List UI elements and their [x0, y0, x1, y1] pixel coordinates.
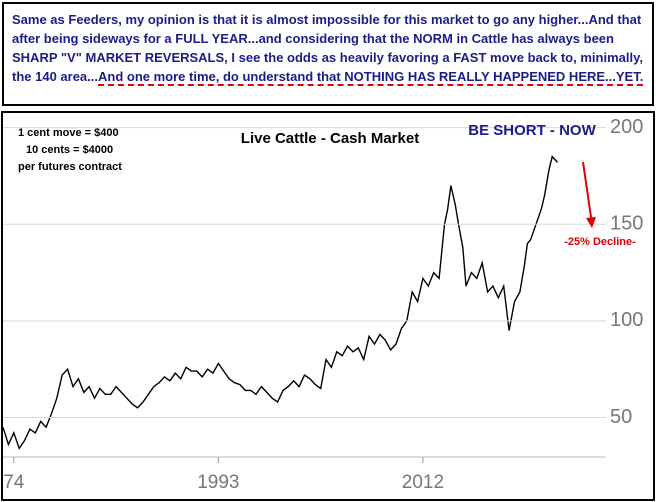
commentary: Same as Feeders, my opinion is that it i…: [2, 2, 654, 106]
note: 10 cents = $4000: [26, 144, 113, 156]
commentary-emphasis: And one more time, do understand that NO…: [98, 69, 644, 84]
x-tick-label: 74: [3, 472, 25, 493]
note: per futures contract: [18, 161, 122, 173]
call-label: BE SHORT - NOW: [468, 122, 596, 139]
arrow: [582, 161, 593, 225]
commentary-text: Same as Feeders, my opinion is that it i…: [12, 12, 643, 84]
arrow-head: [586, 217, 596, 228]
y-tick-label: 200: [610, 116, 643, 138]
x-tick-label: 2012: [402, 472, 444, 493]
chart-frame: [1, 111, 655, 501]
y-tick-label: 100: [610, 309, 643, 331]
decline-label: -25% Decline-: [564, 236, 636, 248]
y-tick-label: 50: [610, 406, 632, 428]
note: 1 cent move = $400: [18, 127, 119, 139]
y-tick-label: 150: [610, 213, 643, 235]
x-tick-label: 1993: [197, 472, 239, 493]
price-line: [2, 155, 559, 450]
chart-title: Live Cattle - Cash Market: [241, 130, 419, 147]
